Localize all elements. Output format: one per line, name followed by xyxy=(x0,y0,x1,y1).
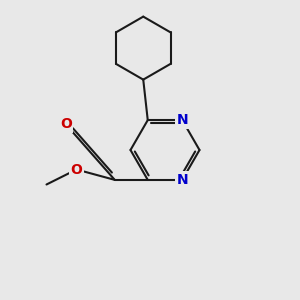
Text: N: N xyxy=(176,113,188,127)
Text: O: O xyxy=(60,118,72,131)
Text: O: O xyxy=(70,163,83,176)
Text: N: N xyxy=(176,173,188,187)
